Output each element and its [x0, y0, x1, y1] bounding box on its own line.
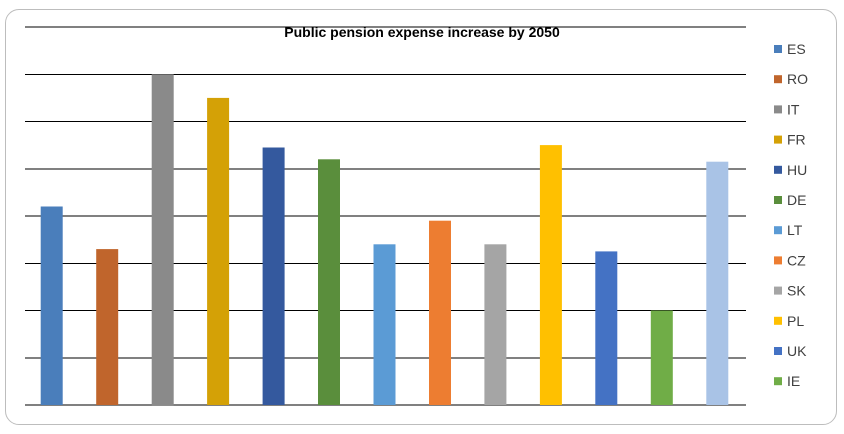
legend-label-hu: HU: [787, 162, 807, 178]
legend-swatch-fr: [774, 135, 782, 144]
bar-pl: [539, 145, 562, 405]
chart-title: Public pension expense increase by 2050: [284, 24, 560, 40]
legend-swatch-it: [774, 105, 782, 114]
legend-label-it: IT: [787, 101, 800, 117]
legend-label-ie: IE: [787, 373, 800, 389]
gridlines: [25, 26, 746, 406]
legend-label-uk: UK: [787, 343, 807, 359]
legend-label-lt: LT: [787, 222, 803, 238]
bar-it: [151, 74, 174, 406]
bar-ro: [96, 249, 119, 405]
legend-swatch-es: [774, 45, 782, 53]
legend-swatch-ro: [774, 75, 782, 84]
legend: ES RO IT FR HU DE LT CZ SK PL UK IE: [774, 41, 808, 389]
bar-lt: [373, 244, 396, 405]
bar-si: [706, 161, 729, 405]
bar-hu: [262, 147, 285, 405]
legend-label-es: ES: [787, 41, 806, 57]
chart-frame: [5, 9, 837, 425]
bar-cz: [429, 220, 451, 405]
bars: [40, 74, 729, 406]
legend-label-pl: PL: [787, 313, 804, 329]
legend-label-sk: SK: [787, 283, 806, 299]
legend-label-de: DE: [787, 192, 806, 208]
bar-de: [318, 159, 340, 405]
legend-swatch-pl: [774, 316, 782, 325]
legend-swatch-uk: [774, 347, 782, 355]
legend-swatch-hu: [774, 165, 782, 174]
bar-es: [40, 206, 63, 405]
bar-uk: [595, 251, 618, 405]
legend-swatch-sk: [774, 286, 782, 295]
legend-swatch-ie: [774, 377, 782, 386]
legend-label-cz: CZ: [787, 252, 806, 268]
legend-label-fr: FR: [787, 132, 806, 148]
legend-swatch-cz: [774, 256, 782, 265]
legend-swatch-lt: [774, 226, 782, 235]
legend-label-ro: RO: [787, 71, 808, 87]
bar-fr: [207, 97, 230, 406]
bar-sk: [484, 244, 507, 405]
legend-swatch-de: [774, 196, 782, 204]
bar-ie: [650, 310, 673, 405]
